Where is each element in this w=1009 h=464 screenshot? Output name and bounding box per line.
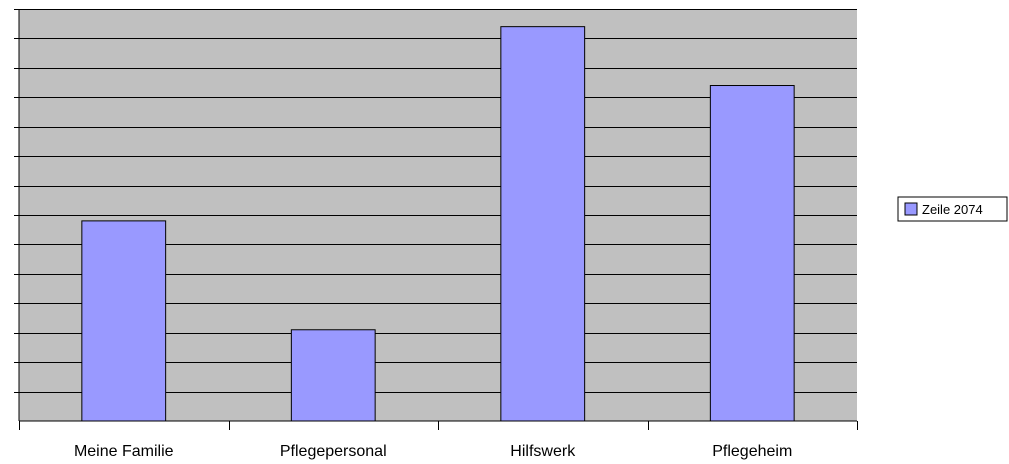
- bars: [81, 26, 795, 422]
- bar-hilfswerk: [500, 26, 586, 422]
- bar-meine-familie: [81, 220, 167, 422]
- x-tick-label-hilfswerk: Hilfswerk: [510, 443, 576, 460]
- x-axis-tick-labels: Meine Familie Pflegepersonal Hilfswerk P…: [74, 443, 792, 460]
- bar-pflegepersonal: [290, 329, 376, 422]
- legend-box: [897, 196, 1008, 222]
- bar-pflegeheim: [709, 85, 795, 422]
- legend-swatch: [904, 202, 918, 216]
- x-tick-label-meine-familie: Meine Familie: [74, 443, 174, 460]
- y-axis-ticks: [14, 9, 19, 393]
- legend: Zeile 2074: [897, 196, 1008, 222]
- x-tick-label-pflegepersonal: Pflegepersonal: [280, 443, 387, 460]
- legend-label: Zeile 2074: [922, 202, 983, 217]
- x-tick-label-pflegeheim: Pflegeheim: [712, 443, 792, 460]
- x-axis-ticks: [19, 421, 858, 430]
